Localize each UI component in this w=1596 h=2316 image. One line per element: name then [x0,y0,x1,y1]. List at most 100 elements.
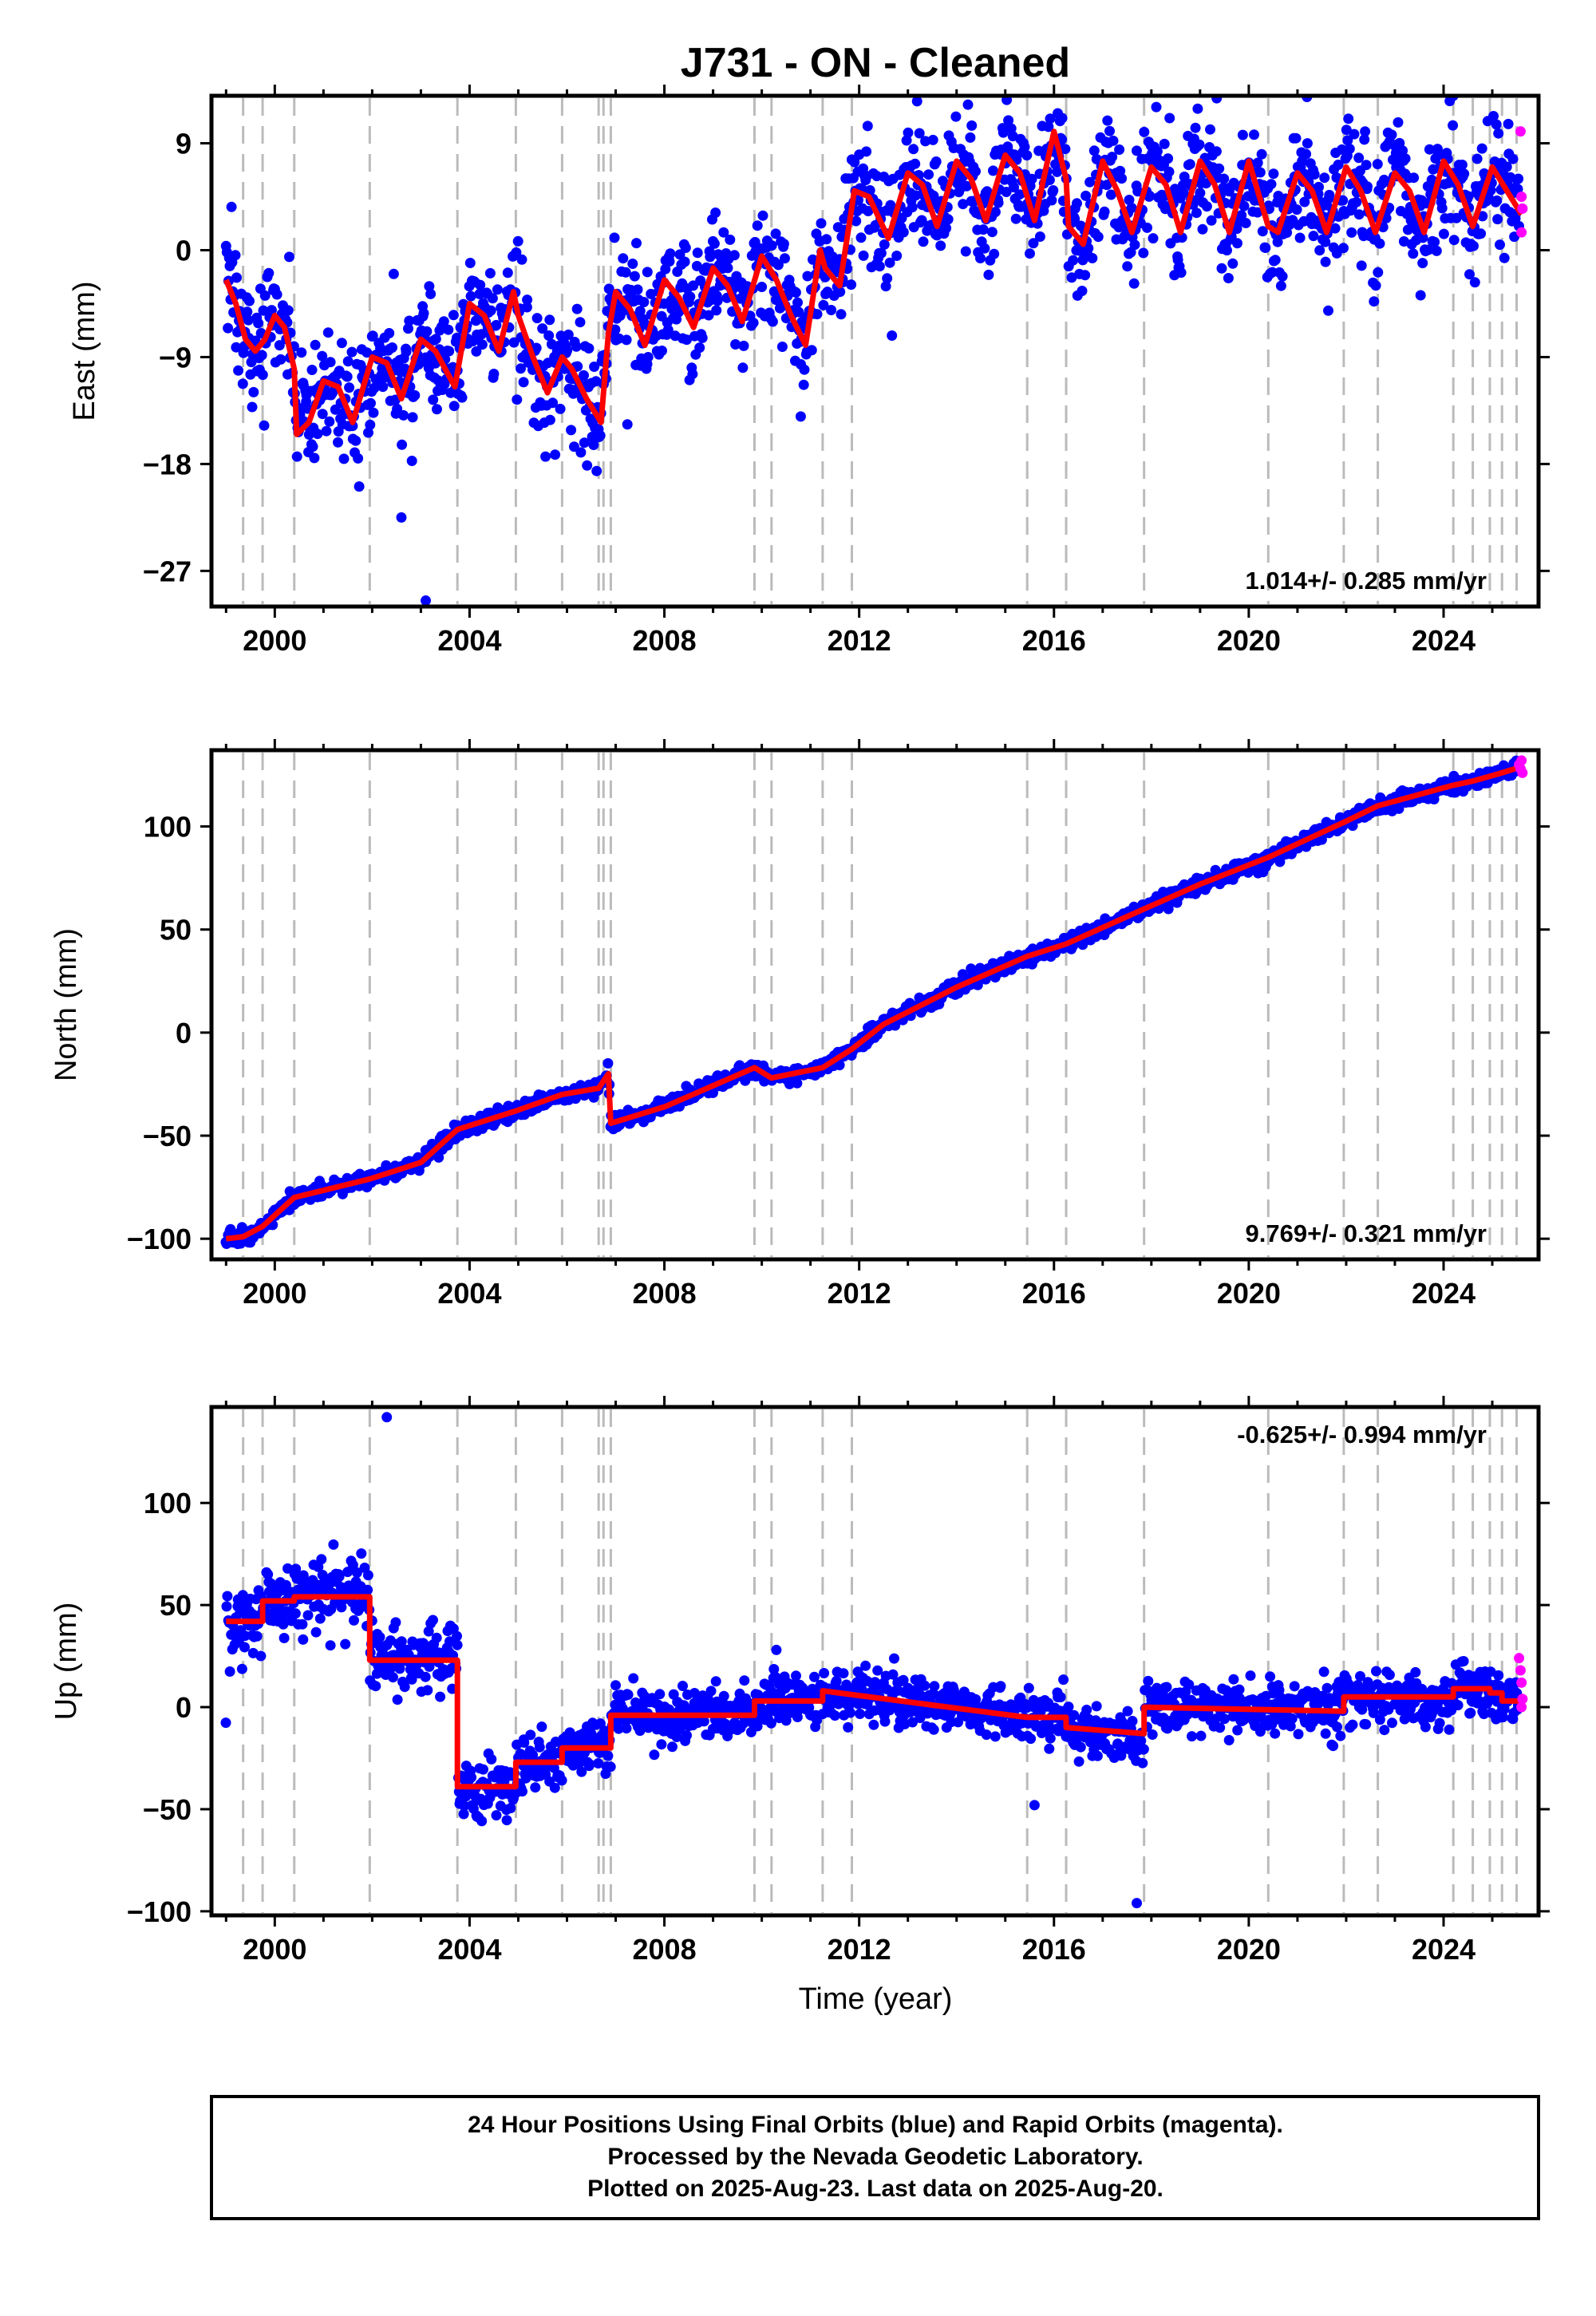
east-data-point [1256,148,1267,160]
up-data-point [689,1688,700,1698]
east-data-point [685,291,696,302]
up-data-point [459,1800,470,1812]
east-data-point [962,99,974,110]
east-data-point [863,206,874,216]
east-data-point [1324,189,1335,200]
north-data-point [602,1057,614,1069]
up-data-point [466,1772,477,1783]
east-data-point [444,346,455,357]
east-data-point [657,346,667,356]
east-data-point [836,309,847,320]
east-data-point [1417,258,1428,269]
east-data-point [428,394,439,405]
up-data-point [791,1670,801,1682]
up-data-point [907,1717,918,1728]
north-frame [209,748,1541,1262]
east-data-point [766,240,777,251]
north-x-tick-label: 2016 [1022,1277,1086,1310]
east-data-point [642,352,654,362]
east-data-point [1448,235,1460,246]
east-data-point [1216,263,1227,274]
east-data-point [610,324,621,335]
east-data-point [1227,258,1238,269]
east-data-point [522,294,533,306]
east-data-point [1236,210,1247,221]
up-data-point [887,1669,899,1680]
up-data-point [478,1764,488,1775]
east-data-point [882,273,893,284]
east-data-point [282,305,294,316]
up-data-point [593,1758,604,1769]
east-data-point [1046,195,1057,206]
east-data-point [1148,233,1159,244]
east-data-point [1163,166,1175,177]
east-rapid-point [1516,227,1527,238]
up-data-point [519,1737,530,1748]
up-data-point [1025,1733,1037,1745]
east-data-point [432,404,442,415]
east-data-point [223,322,234,334]
east-data-point [421,326,433,337]
east-data-point [589,362,600,372]
east-data-point [324,416,335,427]
up-data-point [605,1761,616,1773]
up-data-point [452,1630,462,1642]
east-data-point [631,238,642,249]
east-panel: 2000 2004 2008 2012 2016 2020 2024−27−18−909Ea… [68,85,1550,657]
east-data-point [1302,138,1313,149]
north-x-tick-label: 2004 [437,1277,501,1310]
up-data-point [1127,1716,1138,1726]
east-data-point [1219,173,1230,184]
up-data-point [663,1704,674,1715]
up-data-point [399,1682,410,1693]
up-data-point [290,1563,302,1575]
east-data-point [575,317,586,328]
east-data-point [246,357,257,368]
east-data-point [1124,195,1135,205]
east-data-point [989,248,1000,259]
up-data-point [1147,1729,1158,1740]
up-data-point [868,1719,879,1730]
east-data-point [502,267,513,279]
east-data-point [1275,280,1286,291]
east-data-point [321,425,332,437]
east-data-point [603,283,614,294]
east-data-point [322,327,334,338]
east-data-point [430,334,441,345]
east-frame [209,93,1541,609]
east-data-point [1343,113,1354,124]
east-data-point [1201,201,1212,212]
up-data-point [705,1686,717,1697]
east-data-point [990,207,1001,218]
up-data-point [1187,1731,1197,1742]
east-data-point [346,346,358,358]
east-data-point [798,379,809,390]
east-data-point [1080,270,1091,281]
east-data-point [567,388,579,399]
up-data-point [316,1554,327,1565]
east-data-point [1163,153,1174,164]
east-x-tick-label: 2000 [243,624,306,657]
east-data-point [263,267,275,279]
north-y-tick-label: 100 [144,811,192,844]
east-data-point [1492,214,1503,225]
east-data-point [338,453,350,464]
up-data-point [297,1618,308,1630]
east-data-point [266,305,277,316]
east-data-point [918,236,929,247]
up-data-point [768,1664,780,1674]
east-data-point [367,330,378,342]
east-data-point [1266,179,1277,190]
east-data-point [1069,213,1080,224]
east-data-point [1277,271,1288,282]
up-data-point [1075,1741,1086,1753]
north-data-point [433,1152,444,1163]
east-data-point [1469,277,1480,288]
east-data-point [257,370,268,381]
east-x-tick-label: 2020 [1217,624,1281,657]
up-data-point [486,1753,497,1765]
up-data-point [981,1729,992,1741]
east-data-point [627,259,638,269]
east-data-point [307,441,318,453]
east-data-point [1308,231,1319,242]
